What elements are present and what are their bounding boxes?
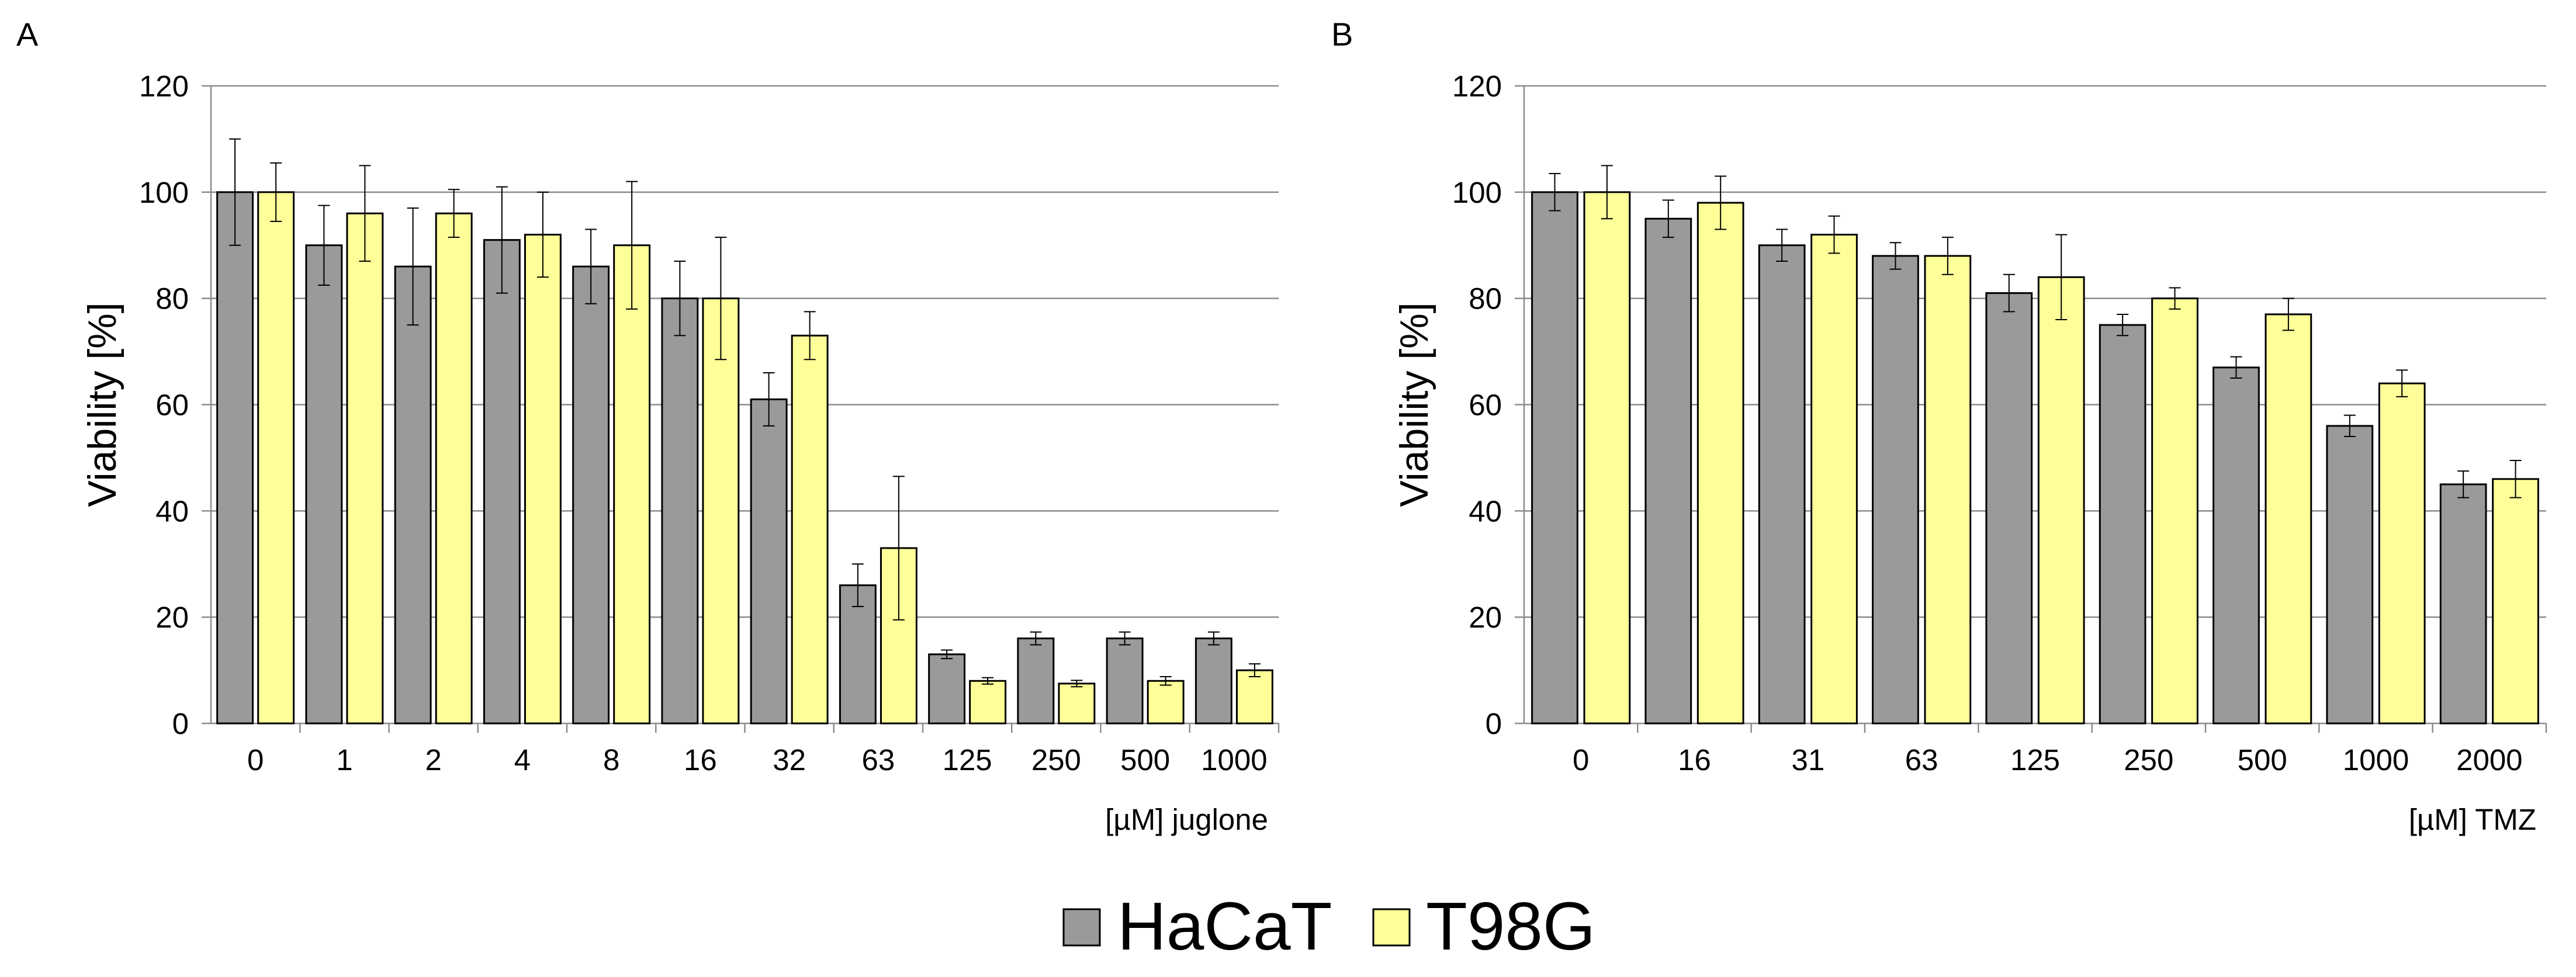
y-tick-label: 120 <box>1452 70 1502 103</box>
bar-hacat <box>1017 638 1055 725</box>
y-tick-label: 0 <box>172 707 189 740</box>
bar-hacat <box>1194 638 1232 725</box>
bar-t98g <box>1147 680 1185 725</box>
panel-label: A <box>16 16 39 53</box>
bar-t98g <box>2265 313 2312 725</box>
x-tick-label: 63 <box>1905 743 1938 777</box>
bar-t98g <box>1058 682 1096 725</box>
bar-hacat <box>1531 191 1578 725</box>
bar-hacat <box>2439 483 2487 725</box>
bar-hacat <box>2099 324 2146 725</box>
panel-label: B <box>1331 16 1353 53</box>
bar-hacat <box>928 653 966 725</box>
bar-t98g <box>1235 669 1273 725</box>
bar-hacat <box>1872 255 1919 725</box>
bar-t98g <box>1696 202 1744 725</box>
x-tick-label: 31 <box>1791 743 1824 777</box>
y-tick-label: 120 <box>139 70 189 103</box>
bar-t98g <box>2492 478 2539 725</box>
bar-t98g <box>524 234 562 725</box>
x-axis-title: [µM] TMZ <box>2409 803 2536 836</box>
bar-t98g <box>2037 276 2085 725</box>
x-tick-label: 4 <box>514 743 531 777</box>
y-tick-label: 60 <box>1469 389 1502 422</box>
legend-label-hacat: HaCaT <box>1117 888 1332 964</box>
bar-t98g <box>969 680 1007 725</box>
x-tick-label: 2 <box>425 743 441 777</box>
x-axis-title: [µM] juglone <box>1105 803 1268 836</box>
bar-hacat <box>1758 244 1806 725</box>
y-axis-title: Viability [%] <box>80 302 124 507</box>
y-tick-label: 40 <box>1469 494 1502 528</box>
x-tick-label: 500 <box>1120 743 1170 777</box>
bar-hacat <box>483 239 521 725</box>
x-tick-label: 1000 <box>2343 743 2409 777</box>
bar-t98g <box>346 212 384 725</box>
bar-hacat <box>2326 425 2374 725</box>
x-tick-label: 16 <box>684 743 717 777</box>
x-tick-label: 250 <box>1031 743 1081 777</box>
y-tick-label: 60 <box>155 389 189 422</box>
bar-t98g <box>2378 382 2426 725</box>
x-tick-label: 16 <box>1678 743 1711 777</box>
bar-hacat <box>661 297 699 725</box>
bar-t98g <box>257 191 295 725</box>
y-tick-label: 80 <box>155 282 189 316</box>
legend-swatch-t98g <box>1372 908 1411 947</box>
y-tick-label: 40 <box>155 494 189 528</box>
y-tick-label: 0 <box>1486 707 1502 740</box>
bar-hacat <box>216 191 254 725</box>
x-tick-label: 0 <box>1573 743 1589 777</box>
legend: HaCaT T98G <box>1062 888 1595 964</box>
bar-hacat <box>839 584 877 725</box>
bar-t98g <box>613 244 651 725</box>
x-tick-label: 125 <box>2010 743 2060 777</box>
bar-hacat <box>1106 638 1144 725</box>
bar-hacat <box>1985 292 2033 725</box>
x-tick-label: 500 <box>2238 743 2287 777</box>
bar-hacat <box>572 265 610 725</box>
y-tick-label: 80 <box>1469 282 1502 316</box>
bar-t98g <box>435 212 473 725</box>
bar-t98g <box>1924 255 1972 725</box>
x-tick-label: 0 <box>247 743 264 777</box>
y-tick-label: 100 <box>1452 176 1502 209</box>
bar-hacat <box>305 244 343 725</box>
bar-t98g <box>1810 234 1858 725</box>
chart-panel-b: B 0 20 40 60 80 100 120 Viability [%] [µM] TMZ 0 16… <box>1331 16 2547 836</box>
x-tick-label: 1000 <box>1201 743 1267 777</box>
x-tick-label: 63 <box>862 743 895 777</box>
y-tick-label: 100 <box>139 176 189 209</box>
x-tick-label: 32 <box>773 743 806 777</box>
bar-t98g <box>2151 297 2198 725</box>
x-tick-label: 8 <box>603 743 619 777</box>
bar-hacat <box>2213 366 2260 725</box>
y-axis-title: Viability [%] <box>1392 302 1436 507</box>
legend-swatch-hacat <box>1062 908 1101 947</box>
legend-label-t98g: T98G <box>1426 888 1595 964</box>
bar-t98g <box>791 334 829 725</box>
x-tick-label: 250 <box>2124 743 2173 777</box>
x-tick-label: 2000 <box>2456 743 2522 777</box>
bar-hacat <box>1644 217 1692 725</box>
bar-hacat <box>750 398 788 725</box>
bar-t98g <box>702 297 740 725</box>
bar-hacat <box>394 265 432 725</box>
y-tick-label: 20 <box>155 601 189 634</box>
x-tick-label: 125 <box>943 743 992 777</box>
x-tick-label: 1 <box>336 743 352 777</box>
bar-t98g <box>1583 191 1631 725</box>
y-tick-label: 20 <box>1469 601 1502 634</box>
